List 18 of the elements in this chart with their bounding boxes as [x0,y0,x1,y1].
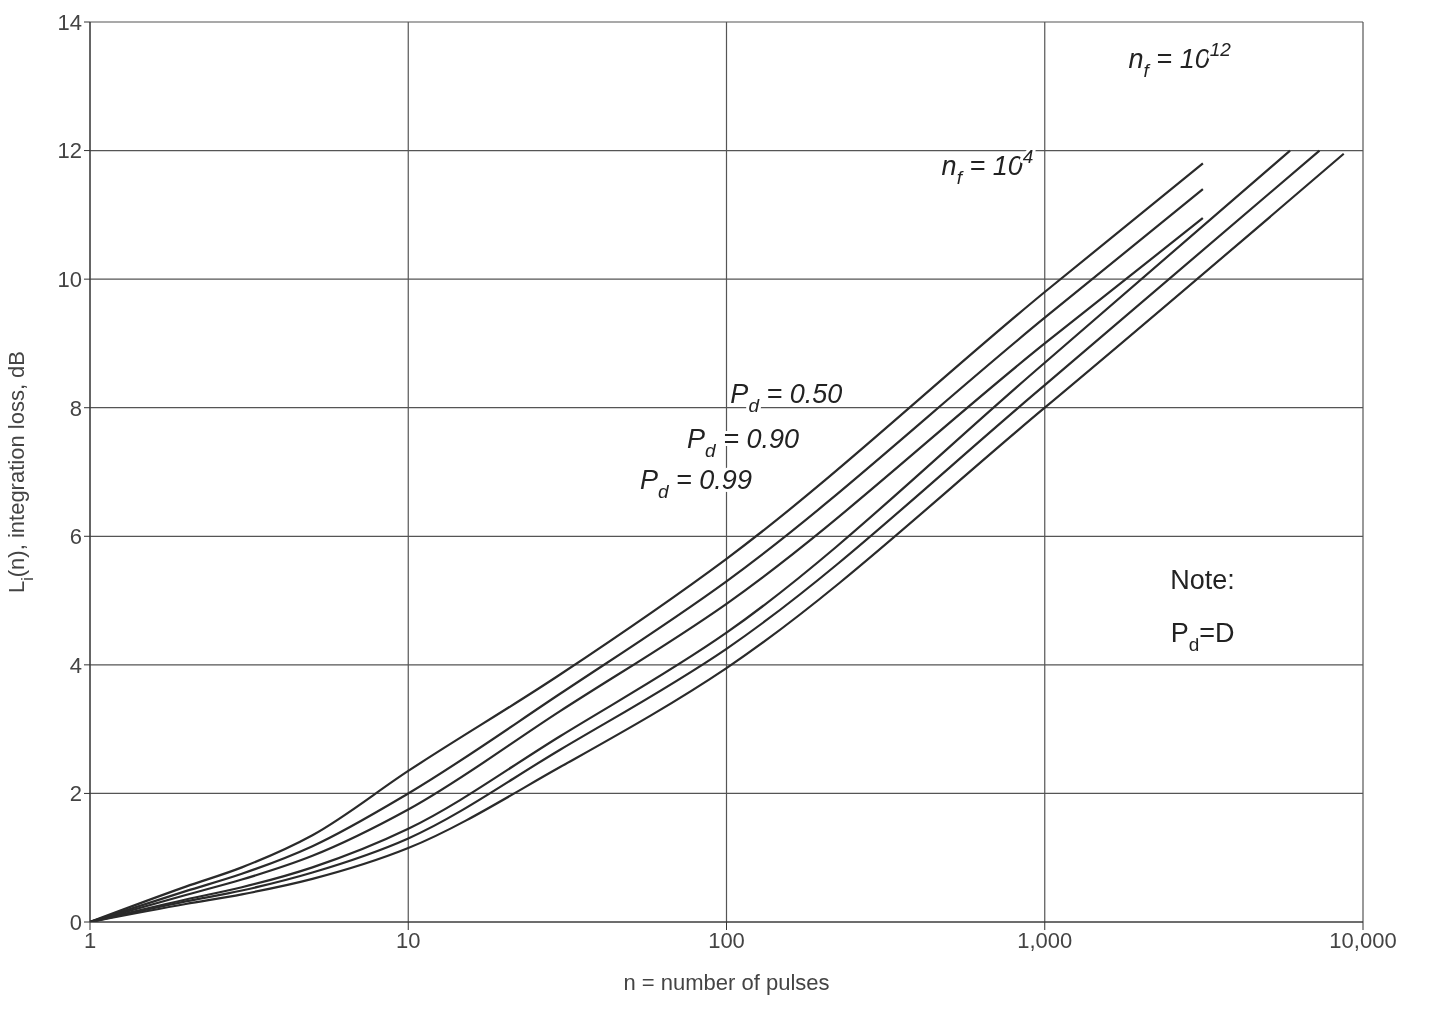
x-axis-title: n = number of pulses [623,970,830,995]
annotation: n$_{f}$ = 10$^{12}$ [1128,38,1232,81]
x-tick-label: 10 [396,927,421,953]
y-tick-label: 8 [69,395,82,421]
y-tick-label: 14 [57,9,82,35]
y-tick-label: 10 [57,266,82,292]
y-tick-label: 6 [69,524,82,550]
x-tick-label: 10,000 [1329,927,1397,953]
x-tick-label: 1 [83,927,97,953]
annotation: Note: [1170,564,1235,595]
y-tick-label: 2 [69,781,82,807]
x-tick-label: 100 [708,927,745,953]
x-tick-label: 1,000 [1017,927,1073,953]
annotation: n$_{f}$ = 10$^{4}$ [941,145,1034,188]
annotation: P$_{d}$=D [1170,618,1235,655]
y-tick-label: 12 [57,138,82,164]
y-tick-label: 4 [69,652,82,678]
y-tick-label: 0 [69,909,82,935]
